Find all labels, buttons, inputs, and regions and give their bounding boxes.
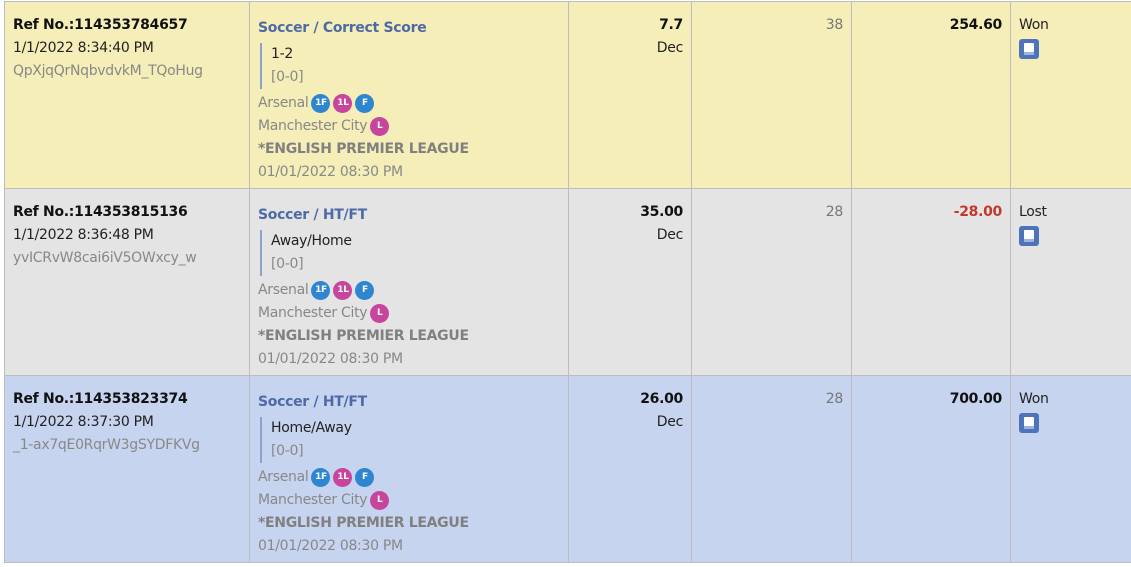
badge-f: F xyxy=(355,281,375,300)
winloss-cell: 700.00 xyxy=(851,375,1011,563)
odds: 35.00 xyxy=(640,204,683,220)
badge-l: L xyxy=(370,304,390,323)
match-time: 01/01/2022 08:30 PM xyxy=(258,351,403,367)
bet-details-icon[interactable] xyxy=(1019,226,1039,246)
badge-1l: 1L xyxy=(333,94,353,113)
bet-ref-cell: Ref No.:114353784657 1/1/2022 8:34:40 PM… xyxy=(4,1,250,189)
league: *ENGLISH PREMIER LEAGUE xyxy=(258,515,469,531)
odds-cell: 7.7 Dec xyxy=(568,1,692,189)
match-time: 01/01/2022 08:30 PM xyxy=(258,538,403,554)
odds-cell: 35.00 Dec xyxy=(568,188,692,376)
bet-row: Ref No.:114353784657 1/1/2022 8:34:40 PM… xyxy=(4,1,1131,189)
badge-l: L xyxy=(370,117,390,136)
score: [0-0] xyxy=(271,443,304,459)
badge-1f: 1F xyxy=(311,468,331,487)
home-team: Arsenal 1F 1L F xyxy=(258,279,560,302)
away-team: Manchester City L xyxy=(258,302,560,325)
away-team-name: Manchester City xyxy=(258,305,368,321)
status-cell: Won xyxy=(1010,375,1131,563)
badge-1l: 1L xyxy=(333,281,353,300)
bet-details-icon[interactable] xyxy=(1019,413,1039,433)
home-team: Arsenal 1F 1L F xyxy=(258,92,560,115)
stake-cell: 38 xyxy=(691,1,852,189)
odds-type: Dec xyxy=(656,414,684,430)
bet-time: 1/1/2022 8:34:40 PM xyxy=(13,40,154,56)
odds-type: Dec xyxy=(656,40,684,56)
win-loss-amount: -28.00 xyxy=(953,204,1003,220)
badge-f: F xyxy=(355,468,375,487)
bet-time: 1/1/2022 8:37:30 PM xyxy=(13,414,154,430)
stake-cell: 28 xyxy=(691,188,852,376)
away-team: Manchester City L xyxy=(258,489,560,512)
badge-1f: 1F xyxy=(311,94,331,113)
bet-detail-cell: Soccer / Correct Score 1-2 [0-0] Arsenal… xyxy=(249,1,569,189)
stake: 38 xyxy=(825,17,844,33)
score: [0-0] xyxy=(271,256,304,272)
badge-l: L xyxy=(370,491,390,510)
stake: 28 xyxy=(825,391,844,407)
status: Won xyxy=(1019,17,1049,33)
bet-ref-cell: Ref No.:114353823374 1/1/2022 8:37:30 PM… xyxy=(4,375,250,563)
bet-code: _1-ax7qE0RqrW3gSYDFKVg xyxy=(13,437,200,453)
bet-history-table: Ref No.:114353784657 1/1/2022 8:34:40 PM… xyxy=(4,1,1131,563)
win-loss-amount: 700.00 xyxy=(949,391,1003,407)
sport-market: Soccer / HT/FT xyxy=(258,207,367,223)
bet-detail-cell: Soccer / HT/FT Away/Home [0-0] Arsenal 1F… xyxy=(249,188,569,376)
selection-block: Home/Away [0-0] xyxy=(260,417,560,463)
bet-row: Ref No.:114353815136 1/1/2022 8:36:48 PM… xyxy=(4,188,1131,376)
odds: 26.00 xyxy=(640,391,683,407)
bet-row: Ref No.:114353823374 1/1/2022 8:37:30 PM… xyxy=(4,375,1131,563)
status: Lost xyxy=(1019,204,1047,220)
bet-code: yvICRvW8cai6iV5OWxcy_w xyxy=(13,250,197,266)
ref-number[interactable]: Ref No.:114353823374 xyxy=(13,391,188,407)
selection-block: 1-2 [0-0] xyxy=(260,43,560,89)
stake: 28 xyxy=(825,204,844,220)
home-team-name: Arsenal xyxy=(258,469,309,485)
league: *ENGLISH PREMIER LEAGUE xyxy=(258,328,469,344)
badge-1f: 1F xyxy=(311,281,331,300)
sport-market: Soccer / HT/FT xyxy=(258,394,367,410)
bet-detail-cell: Soccer / HT/FT Home/Away [0-0] Arsenal 1F… xyxy=(249,375,569,563)
league: *ENGLISH PREMIER LEAGUE xyxy=(258,141,469,157)
badge-1l: 1L xyxy=(333,468,353,487)
winloss-cell: 254.60 xyxy=(851,1,1011,189)
bet-time: 1/1/2022 8:36:48 PM xyxy=(13,227,154,243)
ref-number[interactable]: Ref No.:114353784657 xyxy=(13,17,188,33)
odds: 7.7 xyxy=(659,17,683,33)
ref-number[interactable]: Ref No.:114353815136 xyxy=(13,204,188,220)
bet-details-icon[interactable] xyxy=(1019,39,1039,59)
win-loss-amount: 254.60 xyxy=(949,17,1003,33)
winloss-cell: -28.00 xyxy=(851,188,1011,376)
away-team-name: Manchester City xyxy=(258,118,368,134)
away-team: Manchester City L xyxy=(258,115,560,138)
stake-cell: 28 xyxy=(691,375,852,563)
bet-code: QpXjqQrNqbvdvkM_TQoHug xyxy=(13,63,203,79)
badge-f: F xyxy=(355,94,375,113)
status-cell: Won xyxy=(1010,1,1131,189)
sport-market: Soccer / Correct Score xyxy=(258,20,427,36)
odds-cell: 26.00 Dec xyxy=(568,375,692,563)
selection: Home/Away xyxy=(271,420,352,436)
match-time: 01/01/2022 08:30 PM xyxy=(258,164,403,180)
odds-type: Dec xyxy=(656,227,684,243)
selection-block: Away/Home [0-0] xyxy=(260,230,560,276)
score: [0-0] xyxy=(271,69,304,85)
bet-ref-cell: Ref No.:114353815136 1/1/2022 8:36:48 PM… xyxy=(4,188,250,376)
selection: 1-2 xyxy=(271,46,293,62)
home-team-name: Arsenal xyxy=(258,282,309,298)
away-team-name: Manchester City xyxy=(258,492,368,508)
status: Won xyxy=(1019,391,1049,407)
home-team-name: Arsenal xyxy=(258,95,309,111)
selection: Away/Home xyxy=(271,233,352,249)
home-team: Arsenal 1F 1L F xyxy=(258,466,560,489)
status-cell: Lost xyxy=(1010,188,1131,376)
